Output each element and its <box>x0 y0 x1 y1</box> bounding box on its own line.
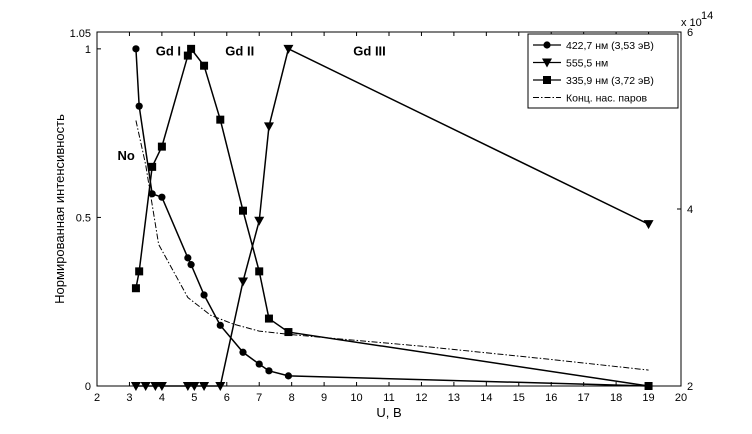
x-tick-label-10: 12 <box>415 392 427 404</box>
legend-label-3: Конц. нас. паров <box>566 93 648 105</box>
series-1-point-3 <box>156 382 167 391</box>
x-tick-label-13: 15 <box>513 392 525 404</box>
x-tick-label-12: 14 <box>480 392 492 404</box>
x-tick-label-6: 8 <box>289 392 295 404</box>
series-2-point-11 <box>284 328 293 337</box>
legend-entry-0: 422,7 нм (3,53 эВ) <box>533 40 654 52</box>
x-tick-label-11: 13 <box>448 392 460 404</box>
series-0-point-10 <box>265 367 273 375</box>
y2-tick-label-2: 6 <box>687 27 693 39</box>
legend-box <box>527 33 679 109</box>
legend-entry-1: 555,5 нм <box>533 58 608 70</box>
series-1-point-10 <box>263 122 274 132</box>
x-tick-label-5: 7 <box>256 392 262 404</box>
x-tick-label-15: 17 <box>578 392 590 404</box>
series-2-point-6 <box>200 61 209 70</box>
series-1-point-8 <box>238 277 248 287</box>
series-2-point-8 <box>239 206 247 215</box>
series-0-point-9 <box>255 360 263 368</box>
annotation-0: Gd I <box>156 44 181 59</box>
series-1-point-11 <box>283 44 294 54</box>
x-axis-title: U, В <box>376 405 401 420</box>
x-tick-label-17: 19 <box>642 392 654 404</box>
series-0-point-3 <box>158 193 166 201</box>
legend-marker-1 <box>542 58 552 68</box>
series-0-point-6 <box>200 291 208 299</box>
legend-label-2: 335,9 нм (3,72 эВ) <box>566 75 654 87</box>
x-tick-label-14: 16 <box>545 392 557 404</box>
series-layer <box>130 44 654 391</box>
y-axis-top-label: 1.05 <box>70 28 91 40</box>
series-0 <box>132 45 653 390</box>
series-2-point-4 <box>183 51 192 60</box>
series-0-point-11 <box>284 372 293 380</box>
x-tick-label-7: 9 <box>321 392 327 404</box>
series-0-point-8 <box>239 348 247 356</box>
series-0-point-7 <box>216 321 224 329</box>
series-0-point-1 <box>135 102 143 110</box>
series-2-point-0 <box>131 284 140 293</box>
series-3 <box>135 120 649 371</box>
annotation-1: Gd II <box>225 44 254 59</box>
series-1-point-4 <box>182 382 193 391</box>
series-1 <box>130 44 654 391</box>
legend: 422,7 нм (3,53 эВ) 555,5 нм 335,9 нм (3,72… <box>527 33 679 109</box>
series-1-point-5 <box>189 382 200 391</box>
series-1-point-0 <box>130 382 141 391</box>
x-tick-label-4: 6 <box>224 392 230 404</box>
series-0-point-5 <box>187 261 195 269</box>
series-2-point-5 <box>187 44 196 53</box>
series-2 <box>131 44 653 390</box>
y-axis-title: Нормированная интенсивность <box>52 114 67 304</box>
series-1-point-2 <box>150 382 161 391</box>
series-2-point-2 <box>148 162 157 171</box>
legend-marker-2 <box>543 76 551 84</box>
x-tick-label-2: 4 <box>159 392 165 404</box>
series-2-point-12 <box>644 382 653 390</box>
series-2-point-9 <box>255 267 264 276</box>
y-tick-label-2: 1 <box>85 44 91 56</box>
y-tick-label-1: 0.5 <box>76 212 91 224</box>
x-tick-label-8: 10 <box>350 392 362 404</box>
x-tick-label-1: 3 <box>126 392 132 404</box>
annotation-2: Gd III <box>353 44 386 59</box>
series-2-point-10 <box>264 314 273 323</box>
y2-multiplier-label: x 10 <box>681 17 702 29</box>
y-tick-label-0: 0 <box>85 381 91 393</box>
y2-exponent-label: 14 <box>701 10 713 22</box>
legend-label-0: 422,7 нм (3,53 эВ) <box>566 40 654 52</box>
x-tick-label-16: 18 <box>610 392 622 404</box>
series-1-point-9 <box>254 216 265 226</box>
x-tick-label-9: 11 <box>383 392 394 404</box>
series-1-point-6 <box>199 382 210 391</box>
x-tick-label-3: 5 <box>191 392 197 404</box>
series-1-point-12 <box>643 220 654 230</box>
annotations-layer: Gd I Gd II Gd III No <box>118 44 386 164</box>
annotation-3: No <box>118 148 135 163</box>
series-2-point-3 <box>157 142 166 151</box>
x-tick-label-18: 20 <box>675 392 687 404</box>
series-0-point-4 <box>184 254 192 262</box>
y2-tick-label-1: 4 <box>687 204 693 216</box>
legend-items: 422,7 нм (3,53 эВ) 555,5 нм 335,9 нм (3,72… <box>533 40 654 105</box>
series-0-point-0 <box>132 45 140 53</box>
legend-entry-3: Конц. нас. паров <box>533 93 648 105</box>
series-1-point-1 <box>140 382 151 391</box>
legend-marker-0 <box>543 41 551 49</box>
series-2-point-1 <box>135 267 144 276</box>
series-3-line <box>135 120 649 371</box>
x-tick-label-0: 2 <box>94 392 100 404</box>
series-1-point-7 <box>215 382 226 391</box>
legend-label-1: 555,5 нм <box>566 58 608 70</box>
legend-entry-2: 335,9 нм (3,72 эВ) <box>533 75 654 87</box>
y2-tick-label-0: 2 <box>687 381 693 393</box>
series-2-point-7 <box>216 115 225 124</box>
